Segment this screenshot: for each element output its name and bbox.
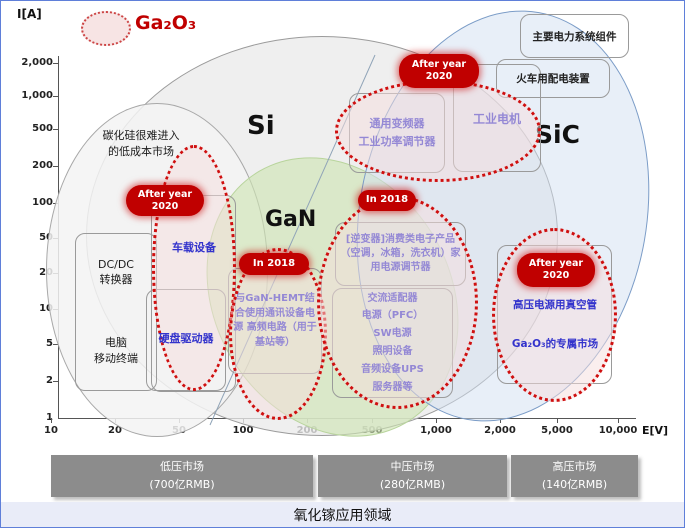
y-tick-label: 2 bbox=[46, 375, 53, 386]
legend-label: Ga₂O₃ bbox=[135, 12, 197, 34]
gan-region-label: GaN bbox=[265, 207, 317, 232]
caption-strip: 氧化镓应用领域 bbox=[1, 502, 684, 527]
badge-in-2018-gan: In 2018 bbox=[239, 253, 309, 275]
sic-region-label: SiC bbox=[535, 120, 580, 149]
ga2o3-ellipse-gan-hemt bbox=[229, 248, 327, 420]
y-tick-label: 5 bbox=[46, 338, 53, 349]
power-system-box: 主要电力系统组件 bbox=[520, 14, 629, 58]
market-band-medium: 中压市场 (280亿RMB) bbox=[318, 455, 507, 497]
y-tick-mark bbox=[53, 96, 58, 97]
y-tick-label: 2,000 bbox=[21, 57, 53, 68]
vehicle-label: 车载设备 bbox=[172, 241, 216, 254]
x-tick-mark bbox=[557, 418, 558, 423]
y-tick-label: 10 bbox=[39, 303, 53, 314]
y-tick-mark bbox=[53, 166, 58, 167]
ga2o3-ellipse-vehicle bbox=[152, 145, 236, 391]
y-tick-mark bbox=[53, 129, 58, 130]
y-tick-label: 50 bbox=[39, 232, 53, 243]
market-band-low: 低压市场 (700亿RMB) bbox=[51, 455, 313, 497]
vacuum-tube-label: 高压电源用真空管 bbox=[513, 299, 597, 311]
power-system-label: 主要电力系统组件 bbox=[532, 30, 617, 43]
x-tick-mark bbox=[500, 418, 501, 423]
y-tick-label: 200 bbox=[32, 160, 53, 171]
si-region-label: Si bbox=[247, 111, 275, 141]
y-tick-label: 1 bbox=[46, 412, 53, 423]
badge-after-2020-top: After year 2020 bbox=[399, 54, 479, 88]
y-tick-label: 1,000 bbox=[21, 90, 53, 101]
x-tick-label: 2,000 bbox=[484, 425, 516, 436]
x-tick-label: 10 bbox=[44, 425, 58, 436]
y-tick-mark bbox=[53, 381, 58, 382]
y-tick-label: 100 bbox=[32, 197, 53, 208]
dcdc-label: DC/DC 转换器 bbox=[97, 257, 134, 286]
ga2o3-legend-ellipse-icon bbox=[81, 11, 131, 46]
ga2o3-ellipse-industrial bbox=[335, 80, 541, 182]
computer-label: 电脑 移动终端 bbox=[94, 336, 138, 366]
exclusive-market-label: Ga₂O₃的专属市场 bbox=[511, 338, 599, 350]
x-axis-label: E[V] bbox=[642, 424, 669, 437]
train-box: 火车用配电装置 bbox=[496, 59, 610, 98]
x-tick-mark bbox=[618, 418, 619, 423]
badge-after-2020-right: After year 2020 bbox=[517, 253, 595, 287]
badge-in-2018-mid: In 2018 bbox=[358, 190, 416, 211]
train-label: 火车用配电装置 bbox=[516, 73, 590, 85]
x-tick-label: 5,000 bbox=[541, 425, 573, 436]
low-cost-note: 碳化硅很难进入 的低成本市场 bbox=[102, 129, 180, 158]
hdd-label: 硬盘驱动器 bbox=[158, 332, 214, 345]
y-tick-label: 500 bbox=[32, 123, 53, 134]
x-tick-mark bbox=[436, 418, 437, 423]
x-tick-label: 10,000 bbox=[598, 425, 638, 436]
y-tick-mark bbox=[53, 63, 58, 64]
chart-caption: 氧化镓应用领域 bbox=[293, 507, 392, 524]
x-tick-label: 100 bbox=[232, 425, 254, 436]
market-band-high: 高压市场 (140亿RMB) bbox=[511, 455, 638, 497]
x-tick-label: 20 bbox=[108, 425, 122, 436]
y-tick-mark bbox=[53, 344, 58, 345]
x-tick-mark bbox=[51, 418, 52, 423]
dcdc-computer-box: DC/DC 转换器 电脑 移动终端 bbox=[75, 233, 157, 391]
badge-after-2020-left: After year 2020 bbox=[126, 185, 204, 216]
ga2o3-ellipse-consumer bbox=[317, 196, 478, 409]
x-tick-label: 1,000 bbox=[420, 425, 452, 436]
y-axis-label: I[A] bbox=[17, 7, 42, 21]
